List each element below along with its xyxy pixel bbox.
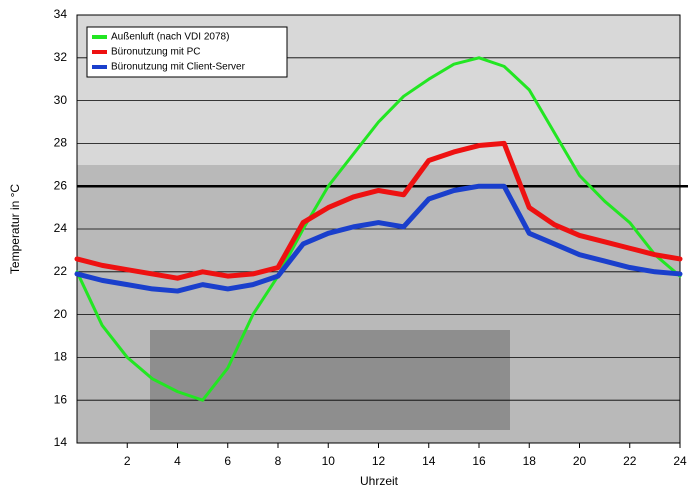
x-tick-label: 10 [322, 454, 336, 468]
x-tick-label: 18 [523, 454, 537, 468]
y-tick-label: 20 [54, 307, 68, 321]
x-tick-label: 4 [174, 454, 181, 468]
y-tick-label: 16 [54, 392, 68, 406]
legend-label: Büronutzung mit PC [111, 47, 201, 58]
y-tick-label: 24 [54, 221, 68, 235]
y-tick-label: 28 [54, 136, 68, 150]
y-tick-label: 30 [54, 93, 68, 107]
x-tick-label: 24 [673, 454, 687, 468]
y-tick-label: 32 [54, 50, 68, 64]
x-tick-label: 20 [573, 454, 587, 468]
x-tick-label: 8 [275, 454, 282, 468]
legend-label: Außenluft (nach VDI 2078) [111, 32, 229, 43]
x-axis-label: Uhrzeit [360, 474, 399, 488]
legend-label: Büronutzung mit Client-Server [111, 62, 246, 73]
y-axis-label: Temperatur in °C [8, 184, 22, 274]
x-tick-label: 14 [422, 454, 436, 468]
x-tick-label: 12 [372, 454, 386, 468]
x-tick-label: 2 [124, 454, 131, 468]
y-tick-label: 34 [54, 7, 68, 21]
desk-area [150, 330, 510, 430]
x-tick-label: 22 [623, 454, 637, 468]
legend: Außenluft (nach VDI 2078) Büronutzung mit… [87, 27, 287, 77]
x-tick-label: 6 [224, 454, 231, 468]
chart: Uhrzeit Temperatur in °C 141618202224262… [0, 0, 688, 493]
x-tick-label: 16 [472, 454, 486, 468]
y-tick-label: 22 [54, 264, 68, 278]
y-tick-label: 26 [54, 178, 68, 192]
y-tick-label: 18 [54, 350, 68, 364]
y-tick-label: 14 [54, 435, 68, 449]
